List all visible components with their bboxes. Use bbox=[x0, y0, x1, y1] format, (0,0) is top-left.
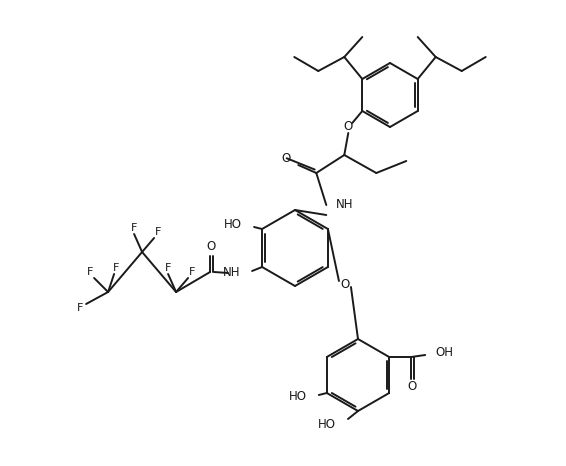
Text: HO: HO bbox=[318, 418, 336, 432]
Text: F: F bbox=[77, 303, 83, 313]
Text: F: F bbox=[87, 267, 93, 277]
Text: NH: NH bbox=[336, 199, 354, 212]
Text: O: O bbox=[408, 381, 417, 393]
Text: HO: HO bbox=[289, 391, 307, 404]
Text: O: O bbox=[207, 240, 216, 253]
Text: O: O bbox=[340, 277, 350, 290]
Text: OH: OH bbox=[435, 347, 453, 359]
Text: O: O bbox=[344, 121, 353, 133]
Text: HO: HO bbox=[224, 219, 242, 232]
Text: F: F bbox=[155, 227, 161, 237]
Text: F: F bbox=[189, 267, 195, 277]
Text: NH: NH bbox=[222, 267, 240, 280]
Text: F: F bbox=[165, 263, 171, 273]
Text: O: O bbox=[282, 152, 291, 165]
Text: F: F bbox=[131, 223, 138, 233]
Text: F: F bbox=[113, 263, 119, 273]
